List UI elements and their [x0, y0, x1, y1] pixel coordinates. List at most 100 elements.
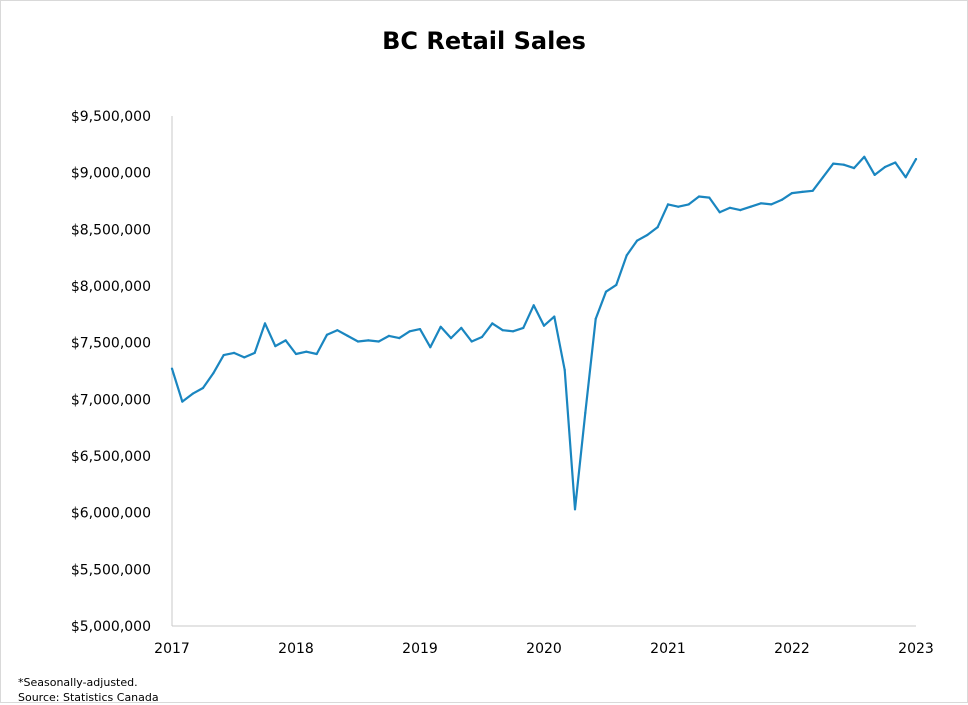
- series-line-retail-sales: [170, 155, 918, 511]
- data-point-2022-01: [790, 192, 794, 195]
- x-tick-label: 2022: [774, 641, 810, 657]
- data-point-2020-12: [656, 226, 659, 229]
- data-point-2019-09: [501, 329, 504, 332]
- x-tick-label: 2023: [898, 641, 934, 657]
- y-tick-label: $5,000,000: [71, 619, 151, 635]
- data-point-2017-09: [253, 351, 256, 354]
- data-point-2018-01: [294, 352, 298, 356]
- data-point-2021-05: [708, 196, 711, 199]
- y-axis-ticks: $5,000,000 $5,500,000 $6,000,000 $6,500,000…: [71, 109, 151, 635]
- data-point-2019-10: [511, 330, 515, 333]
- chart-title: BC Retail Sales: [382, 27, 586, 55]
- data-point-2022-02: [801, 190, 804, 193]
- x-tick-label: 2018: [278, 641, 314, 657]
- x-tick-label: 2020: [526, 641, 562, 657]
- data-point-2019-07: [480, 335, 484, 339]
- data-point-2022-12: [904, 176, 907, 179]
- data-point-2018-08: [367, 339, 370, 342]
- y-tick-label: $7,000,000: [71, 392, 151, 408]
- data-point-2017-02: [181, 400, 184, 403]
- data-point-2017-08: [243, 356, 246, 359]
- data-point-2020-09: [625, 254, 628, 257]
- data-point-2021-12: [780, 198, 783, 201]
- data-point-2022-07: [852, 167, 856, 170]
- footnotes: *Seasonally-adjusted. Source: Statistics…: [18, 675, 159, 705]
- data-point-2019-01: [418, 328, 422, 331]
- data-point-2021-08: [739, 209, 742, 212]
- data-point-2017-12: [284, 339, 287, 342]
- data-point-2020-02: [553, 315, 556, 318]
- data-point-2017-06: [222, 354, 225, 357]
- x-tick-label: 2021: [650, 641, 686, 657]
- data-point-2020-06: [594, 317, 597, 320]
- data-point-2020-11: [646, 233, 649, 237]
- data-point-2021-02: [677, 205, 680, 208]
- data-point-2017-03: [191, 392, 194, 395]
- data-point-2021-07: [728, 206, 732, 209]
- data-point-2018-06: [346, 334, 349, 337]
- data-point-2019-12: [532, 304, 535, 307]
- data-point-2018-10: [387, 334, 391, 337]
- data-point-2017-05: [212, 372, 215, 375]
- data-point-2020-08: [615, 283, 618, 286]
- line-chart: $5,000,000 $5,500,000 $6,000,000 $6,500,000…: [71, 109, 934, 657]
- data-points: [170, 155, 918, 511]
- data-point-2022-05: [832, 162, 835, 165]
- data-point-2021-10: [759, 202, 763, 205]
- data-point-2017-11: [274, 345, 277, 348]
- x-axis-ticks: 2017 2018 2019 2020 2021 2022 2023: [154, 641, 934, 657]
- data-point-2019-04: [449, 337, 453, 340]
- y-tick-label: $6,000,000: [71, 506, 151, 522]
- data-point-2023-01: [914, 158, 918, 161]
- data-point-2022-08: [863, 155, 866, 158]
- data-point-2021-09: [749, 205, 752, 208]
- x-tick-label: 2017: [154, 641, 190, 657]
- data-point-2017-04: [201, 386, 205, 390]
- y-tick-label: $9,000,000: [71, 166, 151, 182]
- data-point-2020-10: [635, 239, 639, 242]
- seasonal-note: *Seasonally-adjusted.: [18, 676, 138, 689]
- source-note: Source: Statistics Canada: [18, 691, 159, 704]
- data-point-2018-05: [336, 329, 339, 332]
- data-point-2019-02: [429, 346, 432, 349]
- data-point-2019-06: [470, 340, 473, 343]
- data-point-2017-10: [263, 322, 267, 325]
- data-point-2018-04: [325, 333, 329, 336]
- data-point-2022-09: [873, 173, 876, 176]
- data-point-2020-04: [573, 508, 577, 511]
- y-tick-label: $7,500,000: [71, 336, 151, 352]
- data-point-2022-03: [811, 189, 814, 192]
- data-point-2019-08: [491, 322, 494, 325]
- data-point-2022-11: [894, 161, 897, 164]
- y-tick-label: $5,500,000: [71, 562, 151, 578]
- data-point-2020-01: [542, 324, 546, 327]
- data-point-2021-11: [770, 203, 773, 206]
- data-point-2018-11: [398, 337, 401, 340]
- data-point-2019-03: [439, 325, 442, 328]
- data-point-2020-05: [584, 411, 587, 414]
- data-point-2021-04: [697, 195, 701, 198]
- data-point-2021-01: [666, 203, 670, 206]
- x-tick-label: 2019: [402, 641, 438, 657]
- data-point-2022-04: [821, 176, 825, 179]
- data-point-2018-09: [377, 340, 380, 343]
- data-point-2022-10: [883, 165, 887, 169]
- data-point-2017-01: [170, 367, 174, 370]
- y-tick-label: $8,000,000: [71, 279, 151, 295]
- data-point-2022-06: [842, 163, 845, 166]
- data-point-2018-07: [356, 340, 360, 343]
- y-tick-label: $8,500,000: [71, 222, 151, 238]
- data-point-2020-03: [563, 368, 566, 371]
- data-point-2018-12: [408, 330, 411, 333]
- y-tick-label: $6,500,000: [71, 449, 151, 465]
- data-point-2018-03: [315, 352, 318, 356]
- data-point-2019-05: [460, 326, 463, 329]
- data-point-2018-02: [305, 350, 308, 353]
- y-tick-label: $9,500,000: [71, 109, 151, 125]
- data-point-2021-06: [718, 211, 721, 214]
- data-point-2020-07: [604, 290, 608, 293]
- data-point-2021-03: [687, 203, 690, 206]
- data-point-2017-07: [232, 351, 236, 354]
- data-point-2019-11: [522, 326, 525, 329]
